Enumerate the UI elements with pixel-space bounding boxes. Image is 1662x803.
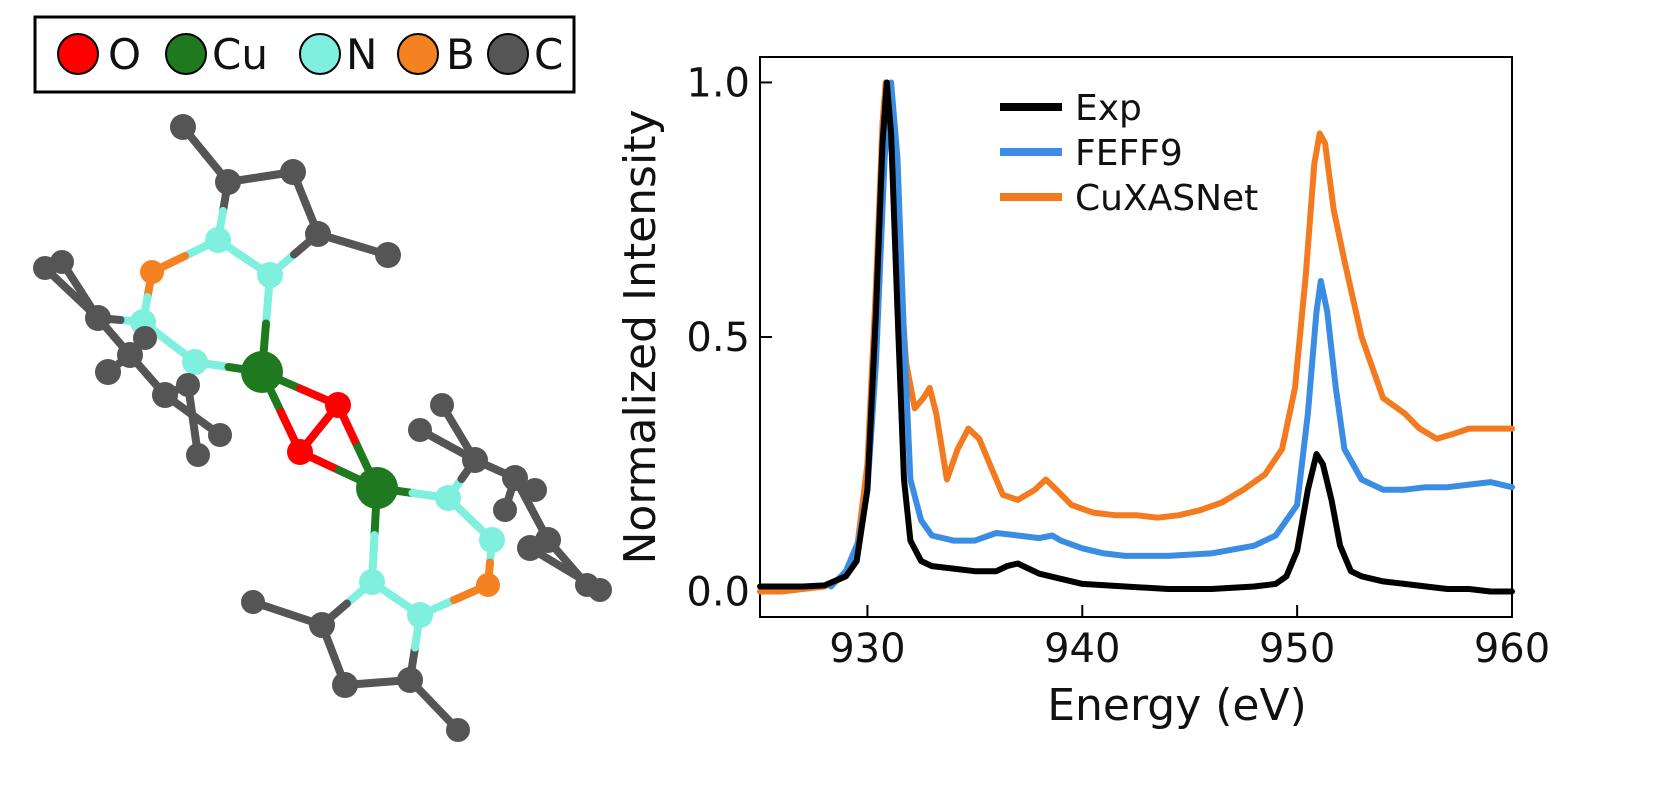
atom-legend-label-cu: Cu: [212, 30, 268, 79]
atom-legend-label-n: N: [346, 30, 377, 79]
atom-legend-swatch-c: [487, 33, 529, 75]
y-axis-label: Normalized Intensity: [615, 109, 666, 564]
atom-cu: [356, 467, 398, 509]
atom-legend-swatch-b: [397, 33, 439, 75]
atom-c: [523, 478, 547, 502]
x-tick-label: 950: [1259, 626, 1335, 672]
atom-n: [182, 349, 208, 375]
x-tick-label: 960: [1474, 626, 1550, 672]
atom-c: [517, 535, 543, 561]
atom-c: [50, 250, 74, 274]
y-tick-label: 0.5: [686, 315, 750, 361]
atom-c: [241, 590, 265, 614]
atom-c: [176, 373, 200, 397]
atom-legend-label-o: O: [108, 30, 141, 79]
atom-c: [152, 382, 178, 408]
atom-c: [117, 342, 143, 368]
x-axis-ticks: 930 940 950 960: [829, 605, 1550, 672]
y-axis-ticks: 0.0 0.5 1.0: [686, 60, 772, 616]
series-line-feff9: [827, 79, 1515, 590]
atom-c: [95, 359, 121, 385]
atom-c: [215, 169, 241, 195]
atom-c: [462, 447, 488, 473]
molecule-structure: [33, 114, 612, 742]
atom-c: [208, 423, 232, 447]
atom-n: [435, 485, 461, 511]
atom-legend-label-b: B: [446, 30, 475, 79]
xas-chart: 930 940 950 960 0.00.51.0 ExpFEFF9CuXASNet …: [615, 56, 1550, 731]
atom-n: [407, 602, 433, 628]
atom-c: [375, 242, 401, 268]
atom-c: [186, 443, 210, 467]
atom-n: [205, 227, 231, 253]
atom-c: [280, 159, 306, 185]
atom-c: [85, 305, 111, 331]
series-lines: [757, 79, 1515, 595]
atom-legend: O Cu N B C: [33, 15, 576, 94]
atom-c: [588, 578, 612, 602]
atom-o: [287, 439, 313, 465]
atom-o: [325, 392, 351, 418]
atom-c: [305, 221, 331, 247]
legend-label-feff9: FEFF9: [1075, 133, 1183, 174]
x-tick-label: 930: [829, 626, 905, 672]
y-tick-label: 0.0: [686, 570, 750, 616]
atom-c: [502, 465, 528, 491]
series-line-exp: [757, 79, 1515, 595]
atom-c: [133, 326, 157, 350]
atom-n: [359, 569, 385, 595]
atom-legend-swatch-o: [57, 33, 99, 75]
atom-c: [446, 718, 470, 742]
atom-cu: [241, 351, 283, 393]
atom-c: [408, 418, 432, 442]
atom-legend-label-c: C: [534, 30, 563, 79]
atom-c: [493, 498, 517, 522]
atom-n: [257, 262, 283, 288]
legend-label-cuxasnet: CuXASNet: [1075, 178, 1258, 219]
atom-legend-swatch-n: [299, 33, 341, 75]
atom-c: [309, 612, 335, 638]
legend-label-exp: Exp: [1075, 88, 1142, 129]
atom-c: [430, 393, 454, 417]
atom-b: [140, 260, 164, 284]
atom-legend-swatch-cu: [165, 33, 207, 75]
atom-n: [479, 527, 505, 553]
x-axis-label: Energy (eV): [1047, 680, 1307, 731]
atom-c: [332, 672, 358, 698]
atom-b: [476, 573, 500, 597]
y-tick-label: 1.0: [686, 60, 750, 106]
atom-c: [170, 114, 196, 140]
atom-c: [397, 667, 423, 693]
x-tick-label: 940: [1044, 626, 1120, 672]
